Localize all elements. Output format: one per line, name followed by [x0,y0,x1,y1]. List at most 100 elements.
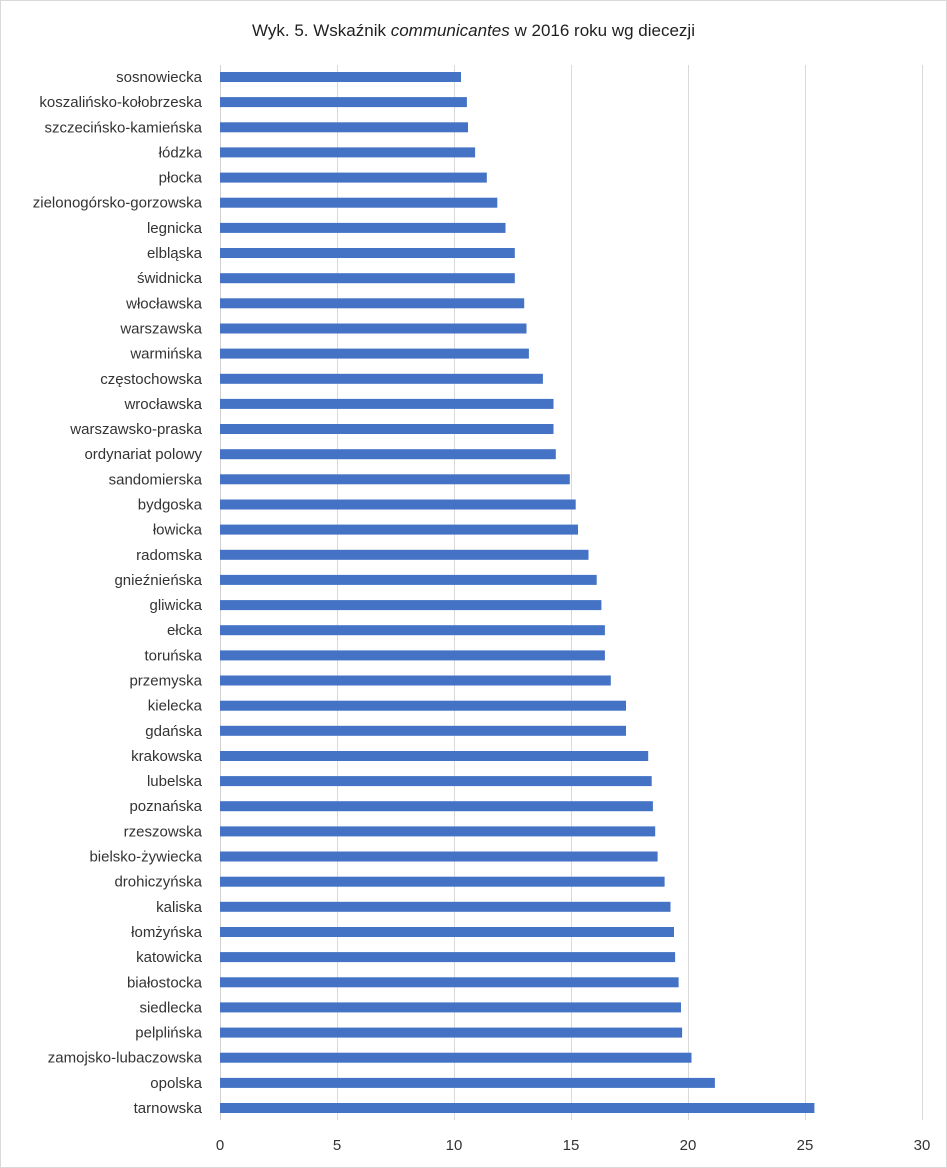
category-label: płocka [159,170,203,187]
bar-9 [220,298,525,309]
bar-36 [220,977,679,988]
bar-17 [220,499,576,510]
bar-10 [220,323,527,334]
category-label: łódzka [159,144,203,161]
bar-4 [220,172,487,183]
category-label: sandomierska [109,471,203,488]
bar-14 [220,424,554,434]
category-label: katowicka [136,949,203,966]
category-label: gliwicka [149,597,202,614]
bar-40 [220,1077,715,1088]
gridlines [220,65,923,1120]
bars [220,72,815,1113]
bar-34 [220,927,674,937]
bar-6 [220,222,506,233]
category-label: kielecka [148,698,203,715]
chart-title-prefix: Wyk. 5. Wskaźnik [252,21,391,40]
bar-5 [220,197,498,208]
bar-0 [220,72,461,82]
category-label: tarnowska [134,1100,203,1117]
category-label: pelplińska [135,1025,202,1042]
x-tick-label: 15 [563,1137,580,1154]
category-label: rzeszowska [124,823,203,840]
chart-title: Wyk. 5. Wskaźnik communicantes w 2016 ro… [1,21,946,41]
category-label: białostocka [127,974,203,991]
chart-title-emphasis: communicantes [390,21,510,40]
category-label: legnicka [147,220,203,237]
bar-18 [220,524,578,535]
bar-8 [220,273,515,284]
category-label: gnieźnieńska [114,572,202,589]
bar-3 [220,147,476,158]
bar-39 [220,1052,692,1063]
bar-7 [220,248,515,258]
category-label: świdnicka [137,270,203,287]
x-tick-label: 25 [797,1137,814,1154]
bar-15 [220,449,556,460]
category-labels: sosnowiecka koszalińsko-kołobrzeska szczec… [33,69,203,1117]
category-label: warszawsko-praska [69,421,202,438]
bar-20 [220,574,597,585]
bar-27 [220,751,649,761]
category-label: łowicka [153,522,203,539]
category-label: toruńska [144,647,202,664]
category-label: wrocławska [123,396,202,413]
category-label: zamojsko-lubaczowska [48,1050,203,1067]
category-label: drohiczyńska [114,874,202,891]
bar-35 [220,952,676,963]
x-tick-label: 0 [216,1137,224,1154]
category-label: poznańska [129,798,202,815]
bar-23 [220,650,605,661]
bar-16 [220,474,570,485]
bar-19 [220,549,589,560]
bar-24 [220,675,611,686]
category-label: przemyska [129,673,202,690]
bar-37 [220,1002,681,1013]
bar-32 [220,876,665,887]
x-tick-label: 30 [914,1137,931,1154]
bar-12 [220,373,543,384]
category-label: gdańska [145,723,202,740]
category-label: krakowska [131,748,203,765]
category-label: lubelska [147,773,203,790]
bar-33 [220,901,671,912]
category-label: radomska [136,547,203,564]
bar-41 [220,1103,815,1113]
bar-11 [220,348,529,359]
category-label: łomżyńska [131,924,203,941]
bar-26 [220,725,626,736]
bar-31 [220,851,658,862]
bar-22 [220,625,605,636]
x-tick-labels: 0 5 10 15 20 25 30 [216,1137,931,1154]
category-label: kaliska [156,899,203,916]
category-label: częstochowska [100,371,202,388]
category-label: opolska [150,1075,202,1092]
chart-title-suffix: w 2016 roku wg diecezji [509,21,695,40]
bar-28 [220,776,652,787]
category-label: włocławska [125,295,203,312]
x-tick-label: 10 [446,1137,463,1154]
category-label: siedlecka [139,999,202,1016]
bar-29 [220,801,653,812]
bar-25 [220,700,626,711]
category-label: ełcka [167,622,203,639]
category-label: szczecińsko-kamieńska [44,119,202,136]
category-label: elbląska [147,245,203,262]
bar-13 [220,398,554,409]
x-tick-label: 20 [680,1137,697,1154]
bar-21 [220,600,602,611]
bar-1 [220,97,467,108]
category-label: bydgoska [138,497,203,514]
category-label: sosnowiecka [116,69,203,86]
category-label: ordynariat polowy [84,446,202,463]
bar-38 [220,1027,683,1038]
category-label: koszalińsko-kołobrzeska [39,94,202,111]
category-label: bielsko-żywiecka [89,849,202,866]
category-label: warmińska [129,346,202,363]
bar-30 [220,826,656,837]
bar-2 [220,122,468,133]
category-label: warszawska [119,321,202,338]
category-label: zielonogórsko-gorzowska [33,195,203,212]
